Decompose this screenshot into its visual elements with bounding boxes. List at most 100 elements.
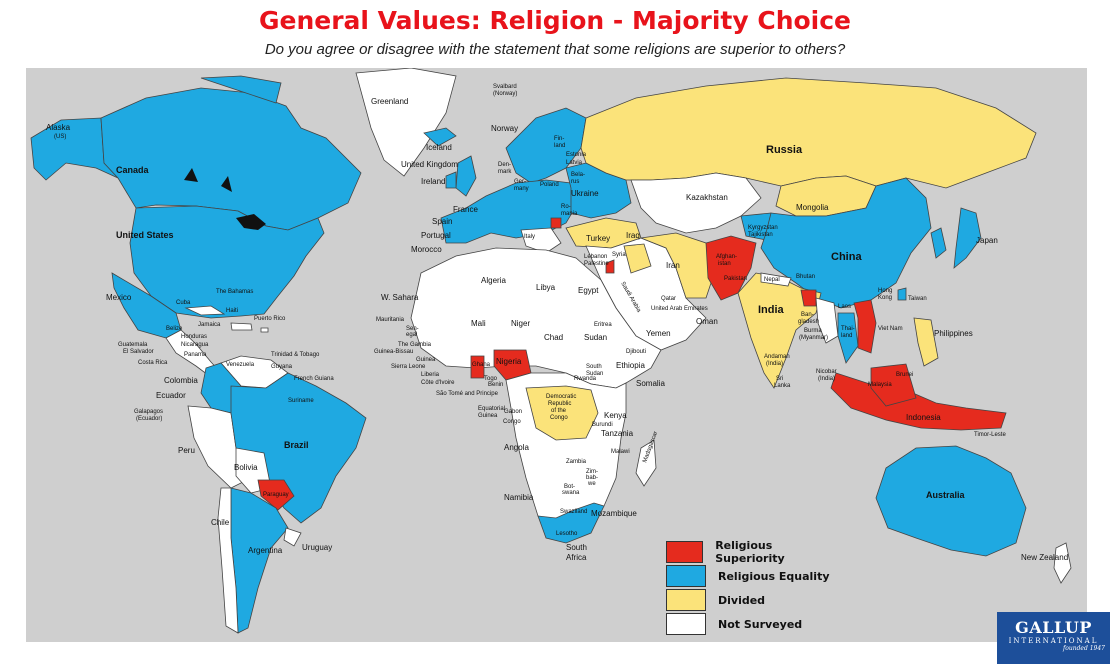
region-drc xyxy=(525,385,599,441)
label-zimbabwe: Zim- xyxy=(586,469,598,475)
label-drc: Democratic xyxy=(546,394,576,400)
label-iran: Iran xyxy=(666,261,680,270)
label-iraq: Iraq xyxy=(626,231,640,240)
region-china xyxy=(760,177,932,309)
label-united-kingdom: United Kingdom xyxy=(401,160,458,169)
label-zimbabwe2: bab- xyxy=(586,475,598,481)
label-drc2: Republic xyxy=(548,401,571,407)
label-afghanistan: Afghan- xyxy=(716,254,737,260)
legend-label-superiority: Religious Superiority xyxy=(715,539,785,565)
label-the-gambia: The Gambia xyxy=(398,342,432,348)
label-syria: Syria xyxy=(612,252,626,258)
label-philippines: Philippines xyxy=(934,329,973,338)
label-kenya: Kenya xyxy=(604,411,627,420)
region-russia xyxy=(580,77,1037,189)
label-malawi: Malawi xyxy=(611,449,630,455)
label-malaysia: Malaysia xyxy=(868,382,892,388)
label-nicobar: Nicobar xyxy=(816,369,837,375)
label-taiwan: Taiwan xyxy=(908,296,927,302)
region-borneo xyxy=(870,363,917,407)
region-balkans xyxy=(520,227,562,254)
region-iran xyxy=(639,232,717,299)
region-new-zealand xyxy=(1053,542,1072,584)
label-nigeria: Nigeria xyxy=(496,357,522,366)
label-new-zealand: New Zealand xyxy=(1021,553,1068,562)
label-iceland: Iceland xyxy=(426,143,452,152)
label-yemen: Yemen xyxy=(646,329,671,338)
label-south-sudan2: Sudan xyxy=(586,371,603,377)
label-bangladesh: Ban- xyxy=(801,312,814,318)
label-galapagos2: (Ecuador) xyxy=(136,416,162,422)
label-egypt: Egypt xyxy=(578,286,599,295)
label-palestine: Palestine xyxy=(584,261,609,267)
label-ukraine: Ukraine xyxy=(571,189,599,198)
label-china: China xyxy=(831,251,862,263)
label-colombia: Colombia xyxy=(164,376,198,385)
label-guatemala: Guatemala xyxy=(118,342,148,348)
label-cote-divoire: Côte d'Ivoire xyxy=(421,380,455,386)
label-belize: Belize xyxy=(166,326,183,332)
region-argentina xyxy=(230,487,289,634)
label-belarus: Bela- xyxy=(571,172,585,178)
label-paraguay: Paraguay xyxy=(263,492,289,498)
label-thailand2: land xyxy=(841,333,852,339)
label-tajikistan: Tajikistan xyxy=(748,232,773,238)
map-legend: Religious Superiority Religious Equality… xyxy=(666,539,836,636)
label-swaziland: Swaziland xyxy=(560,509,587,515)
label-drc3: of the xyxy=(551,408,567,414)
region-japan xyxy=(953,207,982,269)
gallup-logo: GALLUP INTERNATIONAL founded 1947 xyxy=(997,612,1110,664)
label-turkey: Turkey xyxy=(586,234,610,243)
label-svalbard: Svalbard xyxy=(493,84,517,90)
label-portugal: Portugal xyxy=(421,231,451,240)
label-united-states: United States xyxy=(116,230,174,240)
label-libya: Libya xyxy=(536,283,556,292)
label-benin: Benin xyxy=(488,382,503,388)
region-taiwan xyxy=(897,287,907,301)
label-costa-rica: Costa Rica xyxy=(138,360,168,366)
label-guyana: Guyana xyxy=(271,364,293,370)
region-south-africa xyxy=(537,502,605,544)
label-ethiopia: Ethiopia xyxy=(616,361,645,370)
region-thailand xyxy=(837,312,859,364)
label-ireland: Ireland xyxy=(421,177,445,186)
label-indonesia: Indonesia xyxy=(906,413,941,422)
label-india: India xyxy=(758,304,785,316)
label-oman: Oman xyxy=(696,317,718,326)
label-algeria: Algeria xyxy=(481,276,506,285)
label-niger: Niger xyxy=(511,319,530,328)
label-hong-kong: Hong xyxy=(878,288,892,294)
label-panama: Panama xyxy=(184,352,207,358)
logo-sub-text: INTERNATIONAL xyxy=(1008,637,1099,645)
label-mexico: Mexico xyxy=(106,293,132,302)
region-paraguay xyxy=(257,479,295,511)
region-korea xyxy=(930,227,947,259)
label-senegal2: egal xyxy=(406,332,417,338)
label-galapagos: Galapagos xyxy=(134,409,163,415)
label-hong-kong2: Kong xyxy=(878,295,892,301)
label-sri-lanka: Sri xyxy=(776,376,783,382)
label-norway: Norway xyxy=(491,124,518,133)
label-finland: Fin- xyxy=(554,136,564,142)
label-zambia: Zambia xyxy=(566,459,587,465)
label-namibia: Namibia xyxy=(504,493,534,502)
legend-item-not-surveyed: Not Surveyed xyxy=(666,612,836,636)
label-senegal: Sen- xyxy=(406,326,419,332)
region-levant xyxy=(605,259,615,274)
label-haiti: Haiti xyxy=(226,308,238,314)
label-burma: Burma xyxy=(804,328,822,334)
label-italy: Italy xyxy=(524,234,535,240)
label-equatorial-guinea2: Guinea xyxy=(478,413,498,419)
region-burma xyxy=(815,297,839,344)
label-south-sudan: South xyxy=(586,364,602,370)
region-scandinavia xyxy=(505,107,587,184)
legend-swatch-not-surveyed xyxy=(666,613,706,635)
label-trinidad: Trinidad & Tobago xyxy=(271,352,320,358)
region-ireland xyxy=(445,171,457,189)
label-congo: Congo xyxy=(503,419,521,425)
label-brunei: Brunei xyxy=(896,372,913,378)
label-angola: Angola xyxy=(504,443,529,452)
label-romania: Ro- xyxy=(561,204,571,210)
label-france: France xyxy=(453,205,478,214)
world-map-svg: Alaska (US) Canada United States Mexico … xyxy=(30,68,1072,634)
